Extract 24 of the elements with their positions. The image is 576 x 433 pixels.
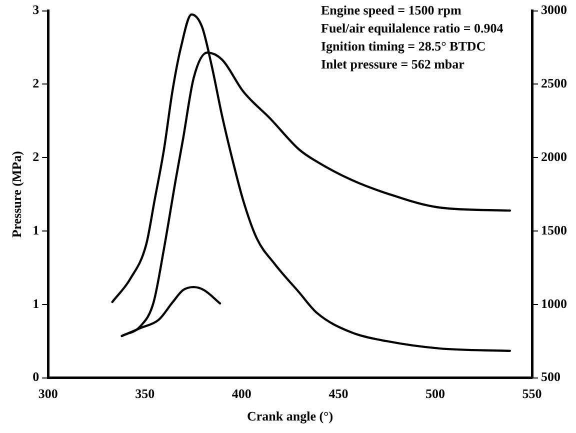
y2-tick-label: 500 (541, 369, 560, 384)
x-tick-label: 450 (328, 386, 348, 401)
x-tick-label: 350 (135, 386, 155, 401)
y-tick-label: 3 (32, 2, 40, 18)
y2-tick-label: 2000 (541, 148, 567, 164)
y2-tick-label: 1000 (541, 296, 567, 311)
x-tick-label: 500 (425, 386, 445, 401)
y-axis-title: Pressure (MPa) (9, 151, 24, 238)
annotation: Engine speed = 1500 rpm (321, 2, 462, 18)
y2-tick-label: 2500 (541, 76, 567, 91)
annotation: Fuel/air equilalence ratio = 0.904 (321, 20, 504, 36)
y-tick-label: 1 (32, 296, 40, 311)
y2-tick-label: 1500 (541, 222, 567, 238)
y-tick-label: 2 (32, 148, 40, 164)
x-tick-label: 400 (232, 386, 252, 401)
annotation: Inlet pressure = 562 mbar (321, 56, 465, 72)
y-tick-label: 1 (32, 222, 40, 238)
x-tick-label: 550 (522, 386, 542, 401)
x-tick-label: 300 (38, 386, 58, 401)
y-tick-label: 0 (32, 369, 40, 384)
annotation: Ignition timing = 28.5° BTDC (321, 38, 486, 54)
x-axis-title: Crank angle (°) (247, 408, 334, 424)
y-tick-label: 2 (32, 76, 40, 91)
y2-tick-label: 3000 (541, 2, 567, 18)
